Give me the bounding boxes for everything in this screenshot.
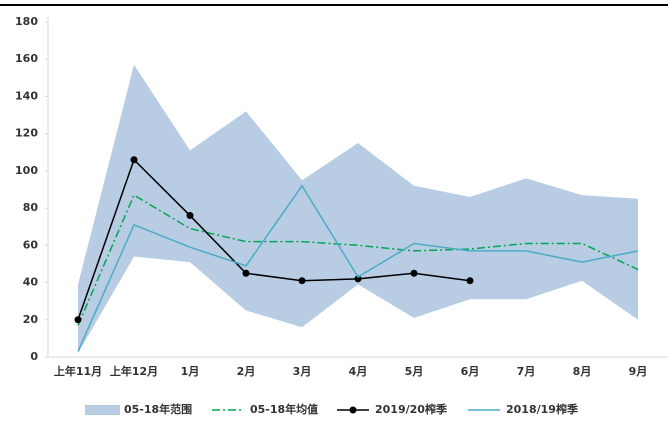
- point: [410, 269, 418, 277]
- x-tick-label: 4月: [349, 365, 368, 378]
- y-tick-label: 140: [15, 89, 38, 102]
- x-tick-label: 上年12月: [110, 364, 158, 378]
- point: [354, 275, 362, 283]
- series-line: [77, 158, 471, 321]
- legend-label: 2019/20榨季: [375, 402, 448, 416]
- y-tick-label: 0: [30, 350, 38, 363]
- y-tick-label: 100: [15, 164, 38, 177]
- point: [74, 316, 82, 324]
- x-tick-label: 上年11月: [54, 364, 102, 378]
- legend-swatch: [85, 405, 120, 415]
- range-band: [78, 64, 638, 354]
- point: [466, 277, 474, 285]
- x-tick-label: 6月: [461, 365, 480, 378]
- x-tick-label: 3月: [293, 365, 312, 378]
- x-tick-label: 1月: [181, 365, 200, 378]
- x-tick-label: 9月: [629, 365, 648, 378]
- y-tick-label: 60: [23, 238, 39, 251]
- y-tick-label: 20: [23, 313, 39, 326]
- series-line: [77, 184, 639, 352]
- y-tick-label: 120: [15, 127, 38, 140]
- point: [298, 277, 306, 285]
- x-tick-label: 7月: [517, 365, 536, 378]
- x-tick-label: 5月: [405, 365, 424, 378]
- point: [186, 212, 194, 220]
- legend-label: 05-18年范围: [124, 402, 192, 416]
- legend-label: 2018/19榨季: [506, 402, 579, 416]
- y-tick-label: 80: [23, 201, 39, 214]
- legend-marker: [349, 406, 357, 414]
- point: [242, 269, 250, 277]
- y-tick-label: 160: [15, 52, 38, 65]
- series-line: [77, 193, 639, 326]
- point: [130, 156, 138, 164]
- legend-label: 05-18年均值: [250, 402, 318, 416]
- x-tick-label: 8月: [573, 365, 592, 378]
- x-tick-label: 2月: [237, 365, 256, 378]
- y-tick-label: 180: [15, 15, 38, 28]
- y-tick-label: 40: [23, 276, 39, 289]
